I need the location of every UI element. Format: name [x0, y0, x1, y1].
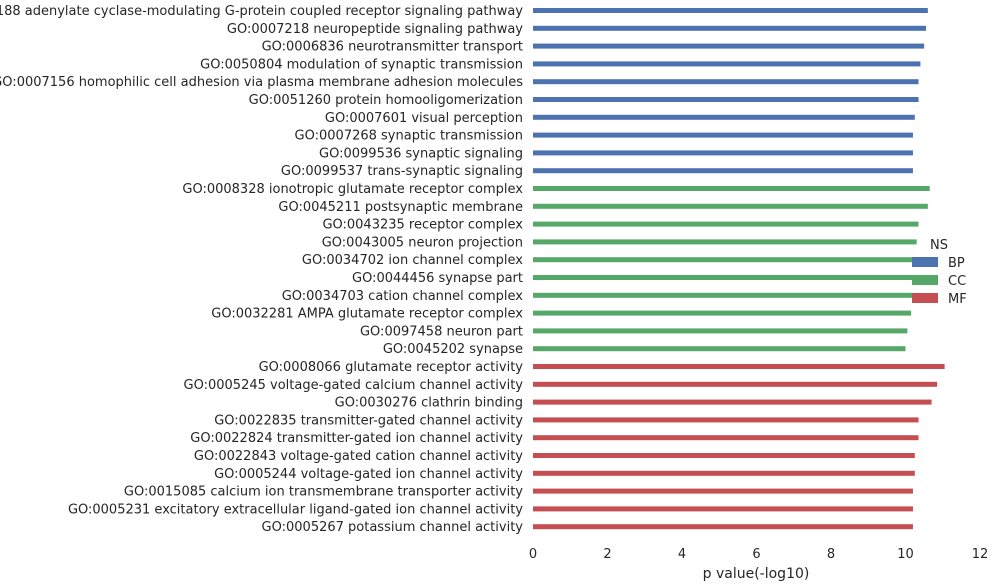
category-label: GO:0044456 synapse part — [352, 271, 523, 286]
bar-mf — [533, 399, 932, 405]
category-label: GO:0008328 ionotropic glutamate receptor… — [182, 182, 523, 197]
legend-swatch-cc — [912, 275, 938, 285]
category-label: GO:0007601 visual perception — [325, 111, 523, 126]
bar-cc — [533, 275, 915, 280]
bar-bp — [533, 8, 928, 13]
category-label: GO:0045211 postsynaptic membrane — [278, 200, 523, 215]
legend-label-cc: CC — [948, 274, 966, 289]
category-labels: GO:0007188 adenylate cyclase-modulating … — [0, 4, 523, 535]
category-label: GO:0022824 transmitter-gated ion channel… — [190, 431, 523, 446]
bar-bp — [533, 61, 921, 67]
bar-cc — [533, 310, 912, 316]
legend-label-bp: BP — [948, 256, 965, 271]
bar-cc — [533, 239, 917, 245]
category-label: GO:0097458 neuron part — [360, 324, 523, 339]
category-label: GO:0006836 neurotransmitter transport — [262, 40, 523, 55]
bar-bp — [533, 168, 913, 174]
x-tick-label: 12 — [972, 547, 989, 562]
category-label: GO:0099536 synaptic signaling — [319, 146, 523, 161]
category-label: GO:0007218 neuropeptide signaling pathwa… — [227, 22, 523, 37]
x-tick-label: 4 — [678, 547, 686, 562]
category-label: GO:0005231 excitatory extracellular liga… — [68, 502, 523, 517]
bar-mf — [533, 381, 938, 387]
category-label: GO:0005245 voltage-gated calcium channel… — [184, 378, 524, 393]
x-tick-label: 8 — [827, 547, 835, 562]
x-tick-label: 2 — [603, 547, 611, 562]
category-label: GO:0050804 modulation of synaptic transm… — [200, 57, 523, 72]
legend-title: NS — [930, 238, 948, 253]
bar-cc — [533, 186, 930, 191]
x-axis-ticks: 0 2 4 6 8 10 12 — [529, 547, 988, 562]
category-label: GO:0043005 neuron projection — [322, 235, 523, 250]
bar-mf — [533, 470, 915, 476]
x-tick-label: 0 — [529, 547, 537, 562]
category-label: GO:0007188 adenylate cyclase-modulating … — [0, 4, 523, 19]
bar-bp — [533, 132, 913, 138]
category-label: GO:0099537 trans-synaptic signaling — [281, 164, 523, 179]
bar-bp — [533, 79, 919, 85]
x-tick-label: 6 — [752, 547, 760, 562]
category-label: GO:0005267 potassium channel activity — [262, 520, 524, 535]
bar-bp — [533, 25, 926, 31]
category-label: GO:0007268 synaptic transmission — [295, 129, 523, 144]
category-label: GO:0051260 protein homooligomerization — [249, 93, 523, 108]
category-label: GO:0043235 receptor complex — [322, 218, 523, 233]
bars-layer — [533, 8, 945, 530]
bar-bp — [533, 150, 913, 156]
category-label: GO:0008066 glutamate receptor activity — [259, 360, 524, 375]
bar-mf — [533, 417, 919, 423]
bar-cc — [533, 257, 915, 263]
bar-mf — [533, 453, 915, 458]
legend-swatch-mf — [912, 293, 938, 303]
bar-mf — [533, 364, 945, 369]
category-label: GO:0034703 cation channel complex — [282, 289, 524, 304]
category-label: GO:0030276 clathrin binding — [335, 396, 523, 411]
bar-mf — [533, 488, 913, 494]
x-axis-label: p value(-log10) — [703, 566, 810, 582]
bar-cc — [533, 328, 908, 334]
bar-bp — [533, 97, 919, 102]
bar-bp — [533, 43, 925, 49]
bar-mf — [533, 435, 919, 441]
legend-entries: BP CC MF — [912, 256, 967, 307]
category-label: GO:0045202 synapse — [383, 342, 523, 357]
legend-label-mf: MF — [948, 292, 967, 307]
bar-bp — [533, 114, 915, 120]
category-label: GO:0022835 transmitter-gated channel act… — [214, 413, 523, 428]
bar-cc — [533, 346, 906, 352]
bar-mf — [533, 506, 913, 512]
category-label: GO:0034702 ion channel complex — [302, 253, 523, 268]
legend-swatch-bp — [912, 257, 938, 267]
bar-cc — [533, 203, 928, 209]
bar-mf — [533, 524, 913, 530]
category-label: GO:0032281 AMPA glutamate receptor compl… — [211, 307, 523, 322]
legend: NS BP CC MF — [912, 238, 967, 307]
x-tick-label: 10 — [897, 547, 914, 562]
category-label: GO:0022843 voltage-gated cation channel … — [194, 449, 523, 464]
bar-cc — [533, 292, 913, 298]
category-label: GO:0015085 calcium ion transmembrane tra… — [124, 485, 523, 500]
category-label: GO:0005244 voltage-gated ion channel act… — [214, 467, 523, 482]
bar-cc — [533, 221, 919, 227]
category-label: GO:0007156 homophilic cell adhesion via … — [0, 75, 523, 90]
